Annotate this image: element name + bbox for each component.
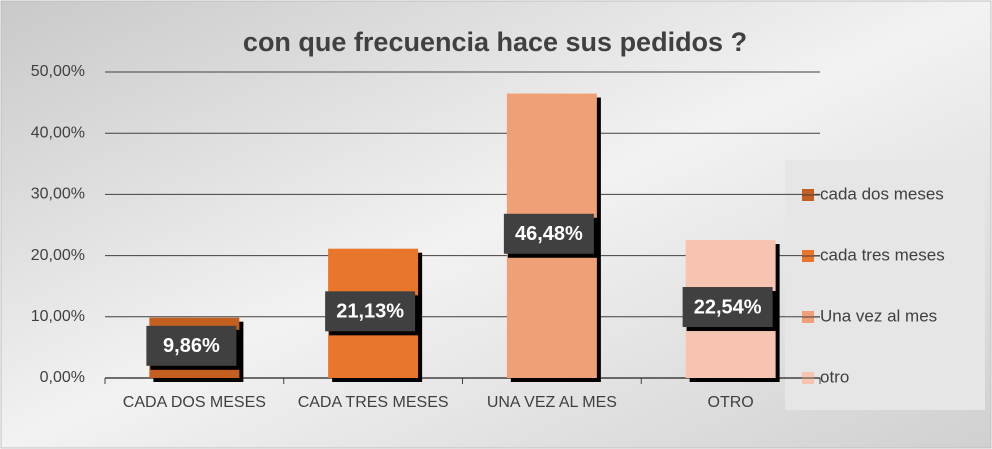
y-tick-label: 50,00% bbox=[31, 63, 85, 80]
data-label: 9,86% bbox=[163, 335, 220, 357]
x-tick-label: OTRO bbox=[707, 394, 754, 411]
y-tick-label: 40,00% bbox=[31, 124, 85, 141]
legend-label: Una vez al mes bbox=[820, 306, 937, 325]
y-tick-label: 30,00% bbox=[31, 186, 85, 203]
legend-label: cada dos meses bbox=[820, 184, 944, 203]
legend-box bbox=[785, 160, 985, 410]
y-tick-label: 20,00% bbox=[31, 247, 85, 264]
legend-label: otro bbox=[820, 367, 849, 386]
data-label-box bbox=[503, 213, 594, 254]
x-tick-label: UNA VEZ AL MES bbox=[486, 394, 617, 411]
legend-label: cada tres meses bbox=[820, 245, 945, 264]
y-tick-label: 0,00% bbox=[40, 369, 85, 386]
data-label: 22,54% bbox=[694, 296, 762, 318]
data-label-box bbox=[325, 291, 416, 332]
chart-title: con que frecuencia hace sus pedidos ? bbox=[243, 27, 747, 57]
x-tick-label: CADA TRES MESES bbox=[297, 394, 449, 411]
y-tick-label: 10,00% bbox=[31, 308, 85, 325]
data-label-box bbox=[682, 287, 773, 328]
data-label: 21,13% bbox=[336, 301, 404, 323]
x-tick-label: CADA DOS MESES bbox=[122, 394, 266, 411]
data-label: 46,48% bbox=[515, 223, 583, 245]
data-label-box bbox=[146, 325, 237, 366]
